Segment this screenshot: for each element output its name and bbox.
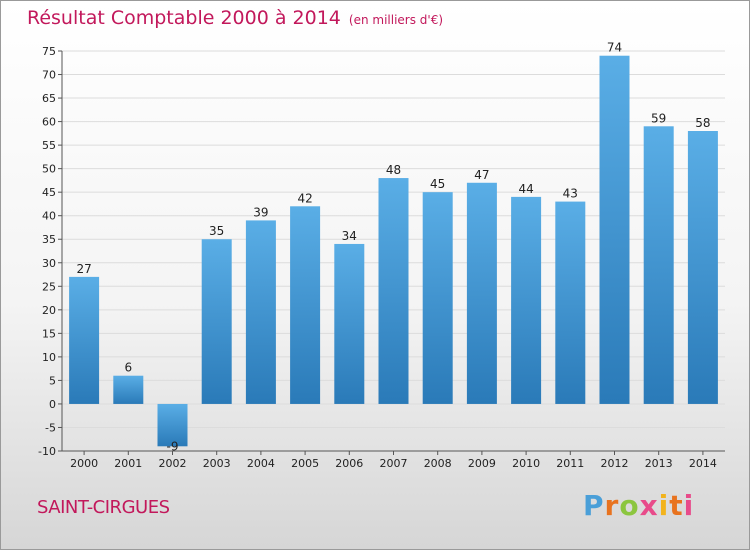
y-tick-label: -10 — [38, 445, 56, 458]
y-tick-label: 75 — [42, 45, 56, 58]
y-tick-label: 70 — [42, 69, 56, 82]
x-tick-label: 2010 — [512, 457, 540, 470]
y-tick-label: 50 — [42, 163, 56, 176]
logo-letter: P — [583, 489, 605, 522]
x-tick-label: 2012 — [601, 457, 629, 470]
data-label: 74 — [607, 41, 622, 55]
bar — [113, 375, 144, 404]
data-label: 44 — [518, 182, 533, 196]
title-text: Résultat Comptable 2000 à 2014 — [27, 7, 341, 29]
x-tick-label: 2005 — [291, 457, 319, 470]
bars — [69, 55, 718, 447]
logo-letter: i — [683, 489, 695, 522]
y-tick-label: 30 — [42, 257, 56, 270]
data-label: 43 — [563, 187, 578, 201]
data-label: 27 — [76, 262, 91, 276]
y-tick-label: 40 — [42, 210, 56, 223]
x-tick-label: 2001 — [114, 457, 142, 470]
x-tick-label: 2004 — [247, 457, 275, 470]
bar — [290, 206, 321, 404]
logo-letter: r — [604, 489, 620, 522]
y-tick-label: 55 — [42, 139, 56, 152]
x-tick-label: 2003 — [203, 457, 231, 470]
y-tick-label: 60 — [42, 116, 56, 129]
data-label: -9 — [167, 439, 179, 453]
bar — [378, 178, 409, 404]
data-label: 58 — [695, 116, 710, 130]
bar — [201, 239, 232, 404]
x-tick-label: 2013 — [645, 457, 673, 470]
bar — [157, 403, 188, 447]
logo-letter: o — [619, 489, 640, 522]
logo-letter: i — [658, 489, 670, 522]
bar — [555, 201, 586, 404]
data-label: 34 — [342, 229, 357, 243]
proxiti-logo: Proxiti — [583, 489, 694, 522]
data-label: 59 — [651, 111, 666, 125]
chart-title: Résultat Comptable 2000 à 2014 (en millie… — [27, 7, 443, 29]
data-label: 45 — [430, 177, 445, 191]
x-tick-label: 2006 — [335, 457, 363, 470]
bar — [422, 192, 453, 404]
bar — [69, 276, 100, 404]
axes: -10 -5 0 5 10 15 20 25 30 35 40 45 50 55 60 65 70 75 2000 2… — [38, 45, 725, 470]
y-tick-label: 20 — [42, 304, 56, 317]
y-tick-label: 10 — [42, 351, 56, 364]
bar — [245, 220, 276, 404]
x-tick-label: 2000 — [70, 457, 98, 470]
data-labels: 27 6 -9 35 39 42 34 48 45 47 44 43 74 59 58 — [76, 41, 710, 454]
bar — [334, 243, 365, 404]
y-tick-label: 15 — [42, 327, 56, 340]
data-label: 47 — [474, 168, 489, 182]
x-tick-label: 2014 — [689, 457, 717, 470]
bar — [599, 55, 630, 404]
bar — [687, 131, 718, 404]
bar — [511, 196, 542, 404]
x-tick-label: 2008 — [424, 457, 452, 470]
commune-name: SAINT-CIRGUES — [37, 497, 170, 518]
bar — [643, 126, 674, 404]
chart-subtitle: (en milliers d'€) — [348, 13, 444, 27]
data-label: 39 — [253, 205, 268, 219]
x-tick-label: 2009 — [468, 457, 496, 470]
y-tick-label: 35 — [42, 233, 56, 246]
bar — [466, 182, 497, 404]
data-label: 42 — [297, 191, 312, 205]
logo-letter: t — [669, 489, 684, 522]
data-label: 6 — [124, 361, 132, 375]
y-tick-label: 5 — [49, 374, 56, 387]
x-tick-label: 2011 — [556, 457, 584, 470]
y-tick-label: -5 — [45, 421, 56, 434]
logo-letter: x — [639, 489, 659, 522]
data-label: 35 — [209, 224, 224, 238]
x-tick-label: 2007 — [380, 457, 408, 470]
y-tick-label: 25 — [42, 280, 56, 293]
y-tick-label: 0 — [49, 398, 56, 411]
y-tick-label: 65 — [42, 92, 56, 105]
x-tick-label: 2002 — [159, 457, 187, 470]
y-tick-label: 45 — [42, 186, 56, 199]
data-label: 48 — [386, 163, 401, 177]
